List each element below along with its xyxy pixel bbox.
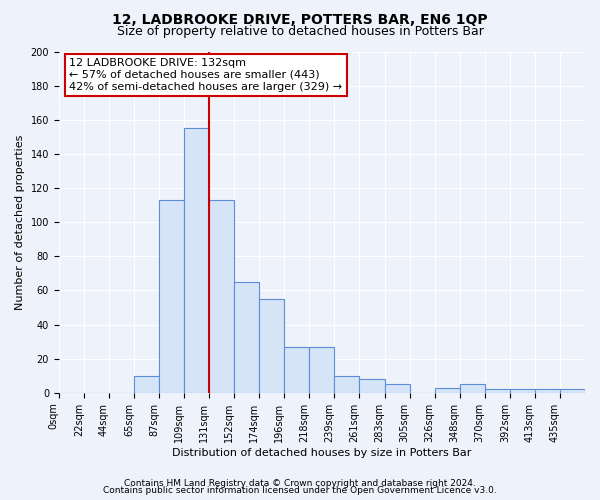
Text: Contains public sector information licensed under the Open Government Licence v3: Contains public sector information licen… — [103, 486, 497, 495]
Text: 12 LADBROOKE DRIVE: 132sqm
← 57% of detached houses are smaller (443)
42% of sem: 12 LADBROOKE DRIVE: 132sqm ← 57% of deta… — [70, 58, 343, 92]
Bar — [234, 282, 259, 393]
Text: Size of property relative to detached houses in Potters Bar: Size of property relative to detached ho… — [116, 25, 484, 38]
Bar — [334, 376, 359, 393]
X-axis label: Distribution of detached houses by size in Potters Bar: Distribution of detached houses by size … — [172, 448, 472, 458]
Bar — [359, 379, 385, 393]
Bar — [209, 200, 234, 393]
Bar — [510, 390, 535, 393]
Bar — [485, 390, 510, 393]
Text: 12, LADBROOKE DRIVE, POTTERS BAR, EN6 1QP: 12, LADBROOKE DRIVE, POTTERS BAR, EN6 1Q… — [112, 12, 488, 26]
Y-axis label: Number of detached properties: Number of detached properties — [15, 134, 25, 310]
Bar — [385, 384, 410, 393]
Bar — [284, 347, 310, 393]
Bar — [310, 347, 334, 393]
Bar — [460, 384, 485, 393]
Bar — [134, 376, 159, 393]
Bar — [259, 299, 284, 393]
Bar — [159, 200, 184, 393]
Bar — [560, 390, 585, 393]
Bar — [184, 128, 209, 393]
Bar — [434, 388, 460, 393]
Text: Contains HM Land Registry data © Crown copyright and database right 2024.: Contains HM Land Registry data © Crown c… — [124, 478, 476, 488]
Bar — [535, 390, 560, 393]
